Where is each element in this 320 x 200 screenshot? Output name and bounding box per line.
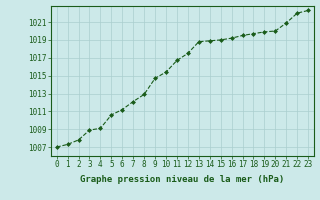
X-axis label: Graphe pression niveau de la mer (hPa): Graphe pression niveau de la mer (hPa): [80, 175, 284, 184]
